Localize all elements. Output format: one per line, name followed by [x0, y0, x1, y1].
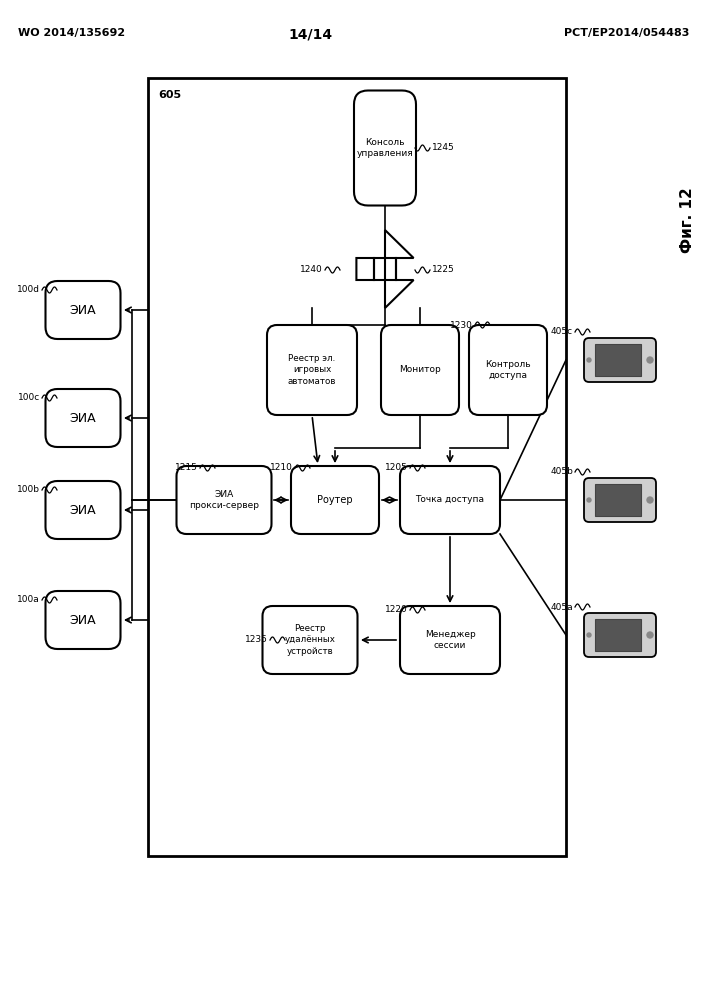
- Text: Менеджер
сессии: Менеджер сессии: [425, 630, 475, 650]
- FancyBboxPatch shape: [262, 606, 358, 674]
- Bar: [595, 344, 641, 376]
- Text: ЭИА: ЭИА: [70, 304, 96, 316]
- FancyBboxPatch shape: [381, 325, 459, 415]
- Polygon shape: [356, 230, 414, 308]
- FancyBboxPatch shape: [400, 466, 500, 534]
- Text: Реестр эл.
игровых
автоматов: Реестр эл. игровых автоматов: [288, 354, 337, 386]
- Text: Точка доступа: Точка доступа: [416, 495, 484, 504]
- Text: Фиг. 12: Фиг. 12: [681, 187, 696, 253]
- FancyBboxPatch shape: [584, 338, 656, 382]
- FancyBboxPatch shape: [400, 606, 500, 674]
- FancyBboxPatch shape: [45, 281, 120, 339]
- Text: 1205: 1205: [385, 464, 408, 473]
- Text: WO 2014/135692: WO 2014/135692: [18, 28, 125, 38]
- Text: Монитор: Монитор: [399, 365, 441, 374]
- FancyBboxPatch shape: [469, 325, 547, 415]
- Text: ЭИА: ЭИА: [70, 613, 96, 626]
- Circle shape: [647, 632, 653, 638]
- Text: 1240: 1240: [300, 265, 323, 274]
- Text: ЭИА
прокси-сервер: ЭИА прокси-сервер: [189, 490, 259, 510]
- Text: 100b: 100b: [17, 486, 40, 494]
- FancyBboxPatch shape: [45, 591, 120, 649]
- FancyBboxPatch shape: [584, 478, 656, 522]
- Text: 1245: 1245: [432, 143, 455, 152]
- Bar: [595, 619, 641, 651]
- FancyBboxPatch shape: [45, 389, 120, 447]
- Text: 405b: 405b: [550, 468, 573, 477]
- Text: 1210: 1210: [270, 464, 293, 473]
- Text: 1230: 1230: [450, 320, 473, 330]
- Circle shape: [647, 357, 653, 363]
- Text: 605: 605: [158, 90, 181, 100]
- Text: PCT/EP2014/054483: PCT/EP2014/054483: [563, 28, 689, 38]
- FancyBboxPatch shape: [45, 481, 120, 539]
- Text: 14/14: 14/14: [288, 28, 332, 42]
- Text: 405a: 405a: [550, 602, 573, 611]
- Text: Контроль
доступа: Контроль доступа: [485, 360, 531, 380]
- Text: 1220: 1220: [385, 605, 408, 614]
- Text: ЭИА: ЭИА: [70, 412, 96, 424]
- Text: Роутер: Роутер: [317, 495, 353, 505]
- Text: 405c: 405c: [551, 328, 573, 336]
- FancyBboxPatch shape: [177, 466, 271, 534]
- Text: Консоль
управления: Консоль управления: [356, 138, 414, 158]
- FancyBboxPatch shape: [291, 466, 379, 534]
- Bar: [595, 484, 641, 516]
- Text: 100a: 100a: [17, 595, 40, 604]
- FancyBboxPatch shape: [267, 325, 357, 415]
- Text: 100c: 100c: [18, 393, 40, 402]
- Circle shape: [587, 358, 591, 362]
- Circle shape: [587, 498, 591, 502]
- FancyBboxPatch shape: [584, 613, 656, 657]
- FancyBboxPatch shape: [148, 78, 566, 856]
- FancyBboxPatch shape: [354, 91, 416, 206]
- Circle shape: [647, 497, 653, 503]
- Text: 1215: 1215: [175, 464, 198, 473]
- Text: 1235: 1235: [245, 636, 268, 645]
- Circle shape: [587, 633, 591, 637]
- Text: ЭИА: ЭИА: [70, 504, 96, 516]
- Text: 100d: 100d: [17, 286, 40, 294]
- Text: 1225: 1225: [432, 265, 455, 274]
- Text: Реестр
удалённых
устройств: Реестр удалённых устройств: [284, 624, 335, 656]
